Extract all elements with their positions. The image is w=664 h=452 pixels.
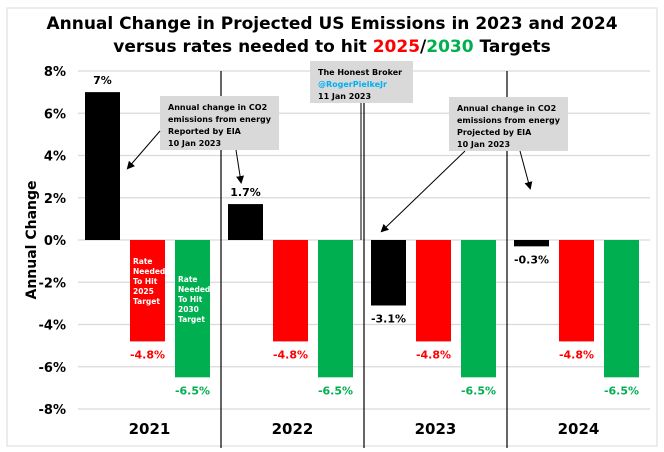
bar — [175, 240, 210, 378]
annotation-arrow — [519, 150, 533, 190]
in-bar-label: Target — [178, 315, 205, 324]
data-label: -4.8% — [273, 348, 308, 361]
annotation-reported-text: Annual change in CO2 — [168, 103, 267, 112]
y-tick-label: -8% — [39, 403, 66, 418]
chart-title-line2: versus rates needed to hit 2025/2030 Tar… — [113, 37, 550, 57]
chart-title-line1: Annual Change in Projected US Emissions … — [46, 14, 617, 34]
data-label: -6.5% — [604, 384, 639, 397]
annotation-projected-text: emissions from energy — [457, 116, 561, 125]
bar — [604, 240, 639, 378]
y-tick-label: 2% — [44, 192, 66, 207]
bar — [85, 92, 120, 240]
y-tick-label: 8% — [44, 65, 66, 80]
annotation-projected-text: Annual change in CO2 — [457, 104, 556, 113]
annotation-reported-text: emissions from energy — [168, 115, 272, 124]
y-tick-label: -2% — [39, 276, 66, 291]
bar — [559, 240, 594, 342]
x-tick-label: 2023 — [415, 420, 457, 438]
annotation-projected — [449, 97, 568, 151]
data-label: -4.8% — [130, 348, 165, 361]
annotation-arrow — [126, 130, 161, 170]
data-label: 7% — [93, 74, 112, 87]
annotation-reported — [160, 96, 279, 150]
y-axis-label: Annual Change — [24, 180, 40, 299]
in-bar-label: Rate — [178, 275, 198, 284]
data-label: -6.5% — [461, 384, 496, 397]
in-bar-label: To Hit — [178, 295, 203, 304]
bar — [371, 240, 406, 306]
in-bar-label: 2025 — [133, 287, 154, 296]
y-tick-label: 0% — [44, 234, 66, 249]
data-label: -4.8% — [559, 348, 594, 361]
y-tick-label: -4% — [39, 319, 66, 334]
in-bar-label: Needed — [133, 267, 165, 276]
credit-box — [310, 61, 413, 103]
y-tick-label: 6% — [44, 107, 66, 122]
bar — [273, 240, 308, 342]
data-label: -3.1% — [371, 312, 406, 325]
bar — [416, 240, 451, 342]
credit-box-text: The Honest Broker — [318, 68, 402, 77]
x-tick-label: 2021 — [129, 420, 171, 438]
y-tick-label: -6% — [39, 361, 66, 376]
in-bar-label: 2030 — [178, 305, 199, 314]
annotation-projected-text: Projected by EIA — [457, 128, 532, 137]
annotation-reported-text: Reported by EIA — [168, 127, 242, 136]
data-label: -4.8% — [416, 348, 451, 361]
data-label: 1.7% — [230, 186, 261, 199]
bar — [514, 240, 549, 247]
annotation-reported-text: 10 Jan 2023 — [168, 139, 221, 148]
x-tick-label: 2024 — [558, 420, 600, 438]
annotation-arrow — [235, 149, 245, 184]
bar — [228, 204, 263, 240]
bar — [130, 240, 165, 342]
in-bar-label: Target — [133, 297, 160, 306]
annotation-arrow — [380, 150, 466, 233]
bar — [318, 240, 353, 378]
in-bar-label: Rate — [133, 257, 153, 266]
credit-box-text: @RogerPielkeJr — [318, 80, 387, 89]
data-label: -0.3% — [514, 253, 549, 266]
data-label: -6.5% — [318, 384, 353, 397]
y-tick-label: 4% — [44, 150, 66, 165]
bar — [461, 240, 496, 378]
in-bar-label: To Hit — [133, 277, 158, 286]
data-label: -6.5% — [175, 384, 210, 397]
credit-box-text: 11 Jan 2023 — [318, 92, 371, 101]
annotation-projected-text: 10 Jan 2023 — [457, 140, 510, 149]
in-bar-label: Needed — [178, 285, 210, 294]
x-tick-label: 2022 — [272, 420, 314, 438]
